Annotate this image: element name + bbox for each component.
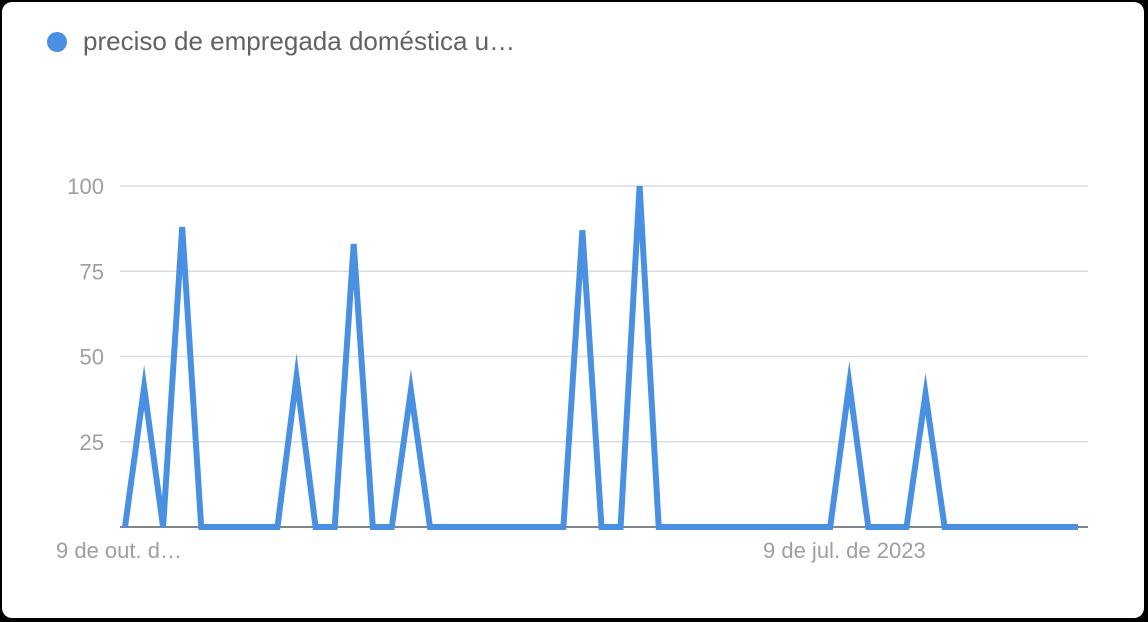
data-point[interactable] (388, 523, 396, 531)
data-point[interactable] (350, 240, 358, 248)
data-point[interactable] (979, 523, 987, 531)
data-point[interactable] (903, 523, 911, 531)
legend-marker (47, 31, 67, 52)
data-point[interactable] (483, 523, 491, 531)
data-point[interactable] (731, 523, 739, 531)
data-point[interactable] (312, 523, 320, 531)
data-point[interactable] (521, 523, 529, 531)
data-point[interactable] (1055, 523, 1063, 531)
data-point[interactable] (1017, 523, 1025, 531)
data-point[interactable] (464, 523, 472, 531)
x-tick-label: 9 de out. d… (56, 538, 182, 563)
data-point[interactable] (502, 523, 510, 531)
data-point[interactable] (293, 373, 301, 381)
data-point[interactable] (750, 523, 758, 531)
data-point[interactable] (369, 523, 377, 531)
data-point[interactable] (998, 523, 1006, 531)
data-point[interactable] (1074, 523, 1082, 531)
y-tick-label: 25 (80, 430, 104, 455)
data-point[interactable] (331, 523, 339, 531)
series-line[interactable] (122, 185, 1078, 530)
data-point[interactable] (788, 523, 796, 531)
data-point[interactable] (274, 523, 282, 531)
data-point[interactable] (883, 523, 891, 531)
data-point[interactable] (655, 523, 663, 531)
data-point[interactable] (693, 523, 701, 531)
data-point[interactable] (864, 523, 872, 531)
y-tick-label: 100 (67, 174, 104, 199)
data-point[interactable] (216, 523, 224, 531)
data-point[interactable] (426, 523, 434, 531)
y-tick-label: 75 (80, 259, 104, 284)
data-point[interactable] (254, 523, 262, 531)
data-point[interactable] (578, 226, 586, 234)
data-point[interactable] (845, 380, 853, 388)
data-point[interactable] (960, 523, 968, 531)
data-point[interactable] (807, 523, 815, 531)
data-point[interactable] (636, 182, 644, 190)
data-point[interactable] (407, 387, 415, 395)
data-point[interactable] (826, 523, 834, 531)
data-point[interactable] (445, 523, 453, 531)
data-point[interactable] (235, 523, 243, 531)
data-point[interactable] (159, 523, 167, 531)
legend-label: preciso de empregada doméstica u… (83, 26, 516, 56)
data-point[interactable] (598, 523, 606, 531)
y-tick-label: 50 (80, 345, 104, 370)
data-point[interactable] (922, 390, 930, 398)
data-point[interactable] (769, 523, 777, 531)
data-point[interactable] (140, 383, 148, 391)
legend[interactable]: preciso de empregada doméstica u… (47, 26, 515, 57)
data-point[interactable] (674, 523, 682, 531)
data-point[interactable] (941, 523, 949, 531)
data-point[interactable] (617, 523, 625, 531)
data-point[interactable] (197, 523, 205, 531)
data-point[interactable] (559, 523, 567, 531)
data-point[interactable] (540, 523, 548, 531)
data-point[interactable] (1036, 523, 1044, 531)
data-point[interactable] (121, 523, 129, 531)
data-point[interactable] (178, 223, 186, 231)
x-tick-label: 9 de jul. de 2023 (763, 538, 926, 563)
data-point[interactable] (712, 523, 720, 531)
